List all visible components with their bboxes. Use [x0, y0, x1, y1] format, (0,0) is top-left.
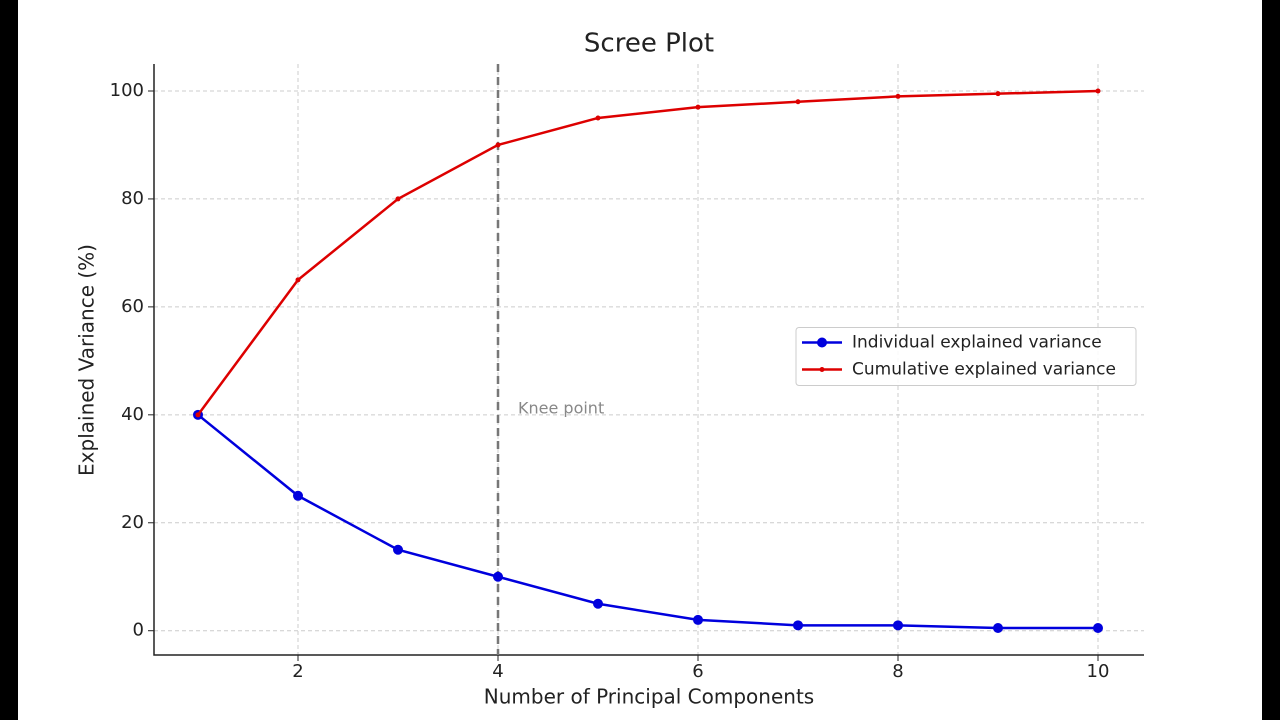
y-tick-label: 100: [110, 80, 144, 101]
x-tick-label: 4: [492, 661, 503, 682]
marker: [793, 620, 803, 631]
axes: [153, 64, 1144, 656]
marker: [1095, 88, 1101, 94]
legend-label: Cumulative explained variance: [852, 360, 1116, 380]
marker: [893, 620, 903, 631]
y-tick-label: 40: [121, 404, 144, 425]
x-tick-label: 8: [892, 661, 903, 682]
marker: [195, 412, 201, 418]
marker: [595, 115, 601, 121]
y-axis-label: Explained Variance (%): [75, 244, 99, 476]
marker: [1093, 623, 1103, 634]
marker: [293, 490, 303, 501]
marker: [695, 104, 701, 110]
marker: [395, 196, 401, 202]
y-tick-label: 20: [121, 512, 144, 533]
x-tick-label: 2: [292, 661, 303, 682]
legend-marker: [819, 367, 825, 372]
x-tick-label: 10: [1087, 661, 1110, 682]
y-tick-label: 80: [121, 188, 144, 209]
legend-box: [795, 327, 1137, 386]
marker: [493, 571, 503, 582]
marker: [895, 93, 901, 99]
marker: [593, 598, 603, 609]
x-axis-label: Number of Principal Components: [484, 685, 814, 709]
marker: [795, 99, 801, 105]
legend-label: Individual explained variance: [852, 333, 1102, 353]
line: [197, 413, 1098, 630]
line: [196, 89, 1099, 416]
annotation: Knee point: [518, 399, 604, 418]
marker: [995, 91, 1001, 97]
marker: [393, 544, 403, 555]
marker: [693, 614, 703, 625]
legend-marker: [817, 337, 827, 348]
marker: [295, 277, 301, 283]
marker: [993, 623, 1003, 634]
y-tick-label: 60: [121, 296, 144, 317]
chart-title: Scree Plot: [584, 29, 714, 59]
y-tick-label: 0: [133, 620, 144, 641]
marker: [495, 142, 501, 148]
x-tick-label: 6: [692, 661, 703, 682]
